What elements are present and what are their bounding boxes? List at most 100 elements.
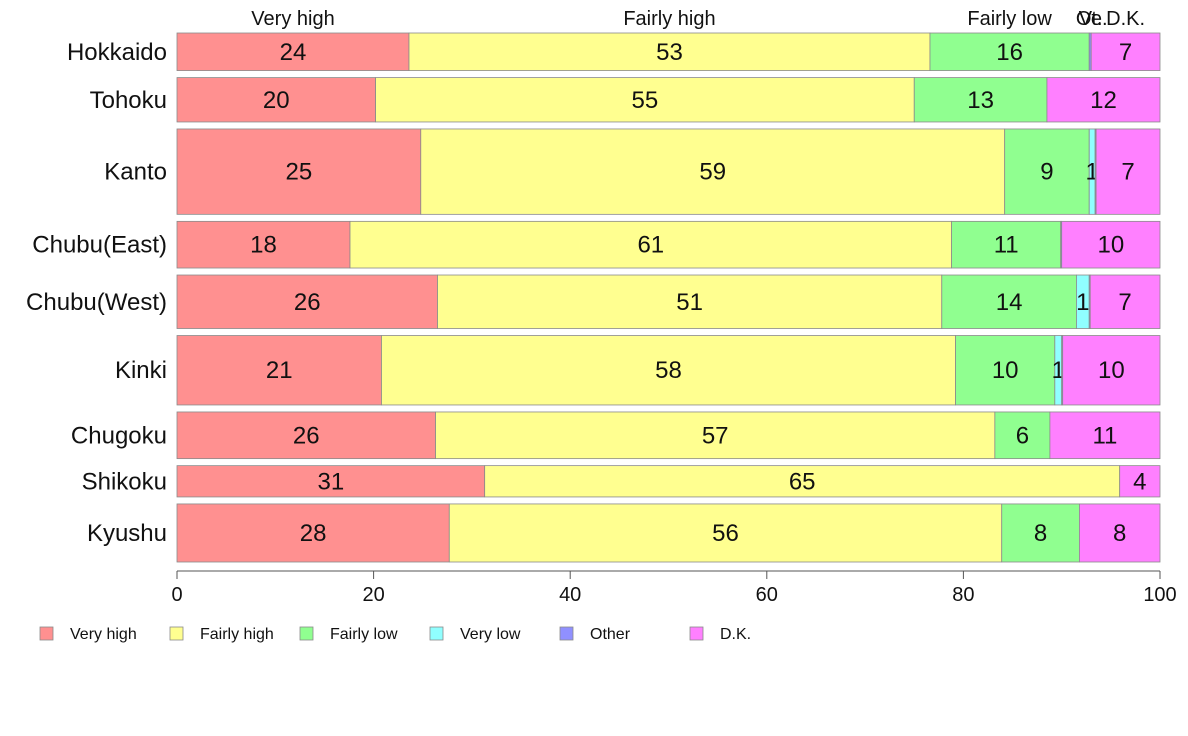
x-tick-label: 40 (559, 584, 581, 606)
data-label: 10 (1097, 232, 1124, 259)
row-label: Chubu(East) (32, 232, 167, 259)
data-label: 28 (300, 520, 327, 547)
data-label: 56 (712, 520, 739, 547)
legend-label: D.K. (720, 626, 751, 643)
data-label: 12 (1090, 87, 1117, 114)
legend-swatch (169, 626, 184, 641)
data-label: 13 (967, 87, 994, 114)
legend-swatch (429, 626, 444, 641)
x-tick-label: 80 (952, 584, 974, 606)
bar-segment-kyushu-0 (176, 503, 450, 563)
data-label: 1 (1076, 289, 1089, 316)
row-label: Hokkaido (67, 39, 167, 66)
data-label: 6 (1016, 422, 1029, 449)
top-category-label: Very high (251, 8, 334, 30)
row-label: Shikoku (82, 468, 167, 495)
top-category-label: D.K. (1106, 8, 1145, 30)
legend-label: Very high (70, 626, 137, 643)
data-label: 31 (317, 468, 344, 495)
x-tick-label: 60 (756, 584, 778, 606)
legend-swatch (39, 626, 54, 641)
bar-segment-tohoku-5 (1046, 77, 1161, 123)
data-label: 55 (632, 87, 659, 114)
data-label: 18 (250, 232, 277, 259)
top-category-label: Ve. (1079, 8, 1108, 30)
bar-segment-hokkaido-1 (408, 32, 931, 71)
bar-segment-chugoku-0 (176, 411, 436, 460)
data-label: 8 (1034, 520, 1047, 547)
row-label: Chugoku (71, 422, 167, 449)
legend-label: Fairly low (330, 626, 398, 643)
x-axis: 0 20 40 60 80 100 (171, 570, 1177, 606)
bar-segment-chubu-east--0 (176, 220, 351, 269)
data-label: 7 (1119, 39, 1132, 66)
bar-segment-kyushu-1 (448, 503, 1003, 563)
data-label: 11 (1092, 422, 1117, 449)
data-label: 20 (263, 87, 290, 114)
row-label: Chubu(West) (26, 289, 167, 316)
legend-label: Other (590, 626, 631, 643)
bar-segment-chubu-west--0 (176, 274, 438, 329)
data-label: 61 (637, 232, 664, 259)
data-label: 58 (655, 357, 682, 384)
data-label: 26 (294, 289, 321, 316)
row-label: Tohoku (90, 87, 167, 114)
bar-segment-chubu-east--2 (951, 220, 1062, 269)
bar-segment-kyushu-2 (1001, 503, 1080, 563)
data-label: 9 (1040, 159, 1053, 186)
bar-segment-kinki-5 (1062, 335, 1161, 406)
x-tick-label: 20 (362, 584, 384, 606)
data-label: 25 (286, 159, 313, 186)
legend-swatch (689, 626, 704, 641)
data-label: 21 (266, 357, 293, 384)
bar-segment-chubu-west--2 (941, 274, 1077, 329)
row-label: Kinki (115, 357, 167, 384)
data-label: 7 (1121, 159, 1134, 186)
row-label: Kanto (104, 159, 167, 186)
bar-segment-kanto-5 (1095, 128, 1161, 215)
data-label: 16 (996, 39, 1023, 66)
row-labels: Hokkaido Tohoku Kanto Chubu(East) Chubu(West… (26, 39, 167, 547)
bar-segment-kyushu-5 (1078, 503, 1161, 563)
bar-segment-kinki-0 (176, 335, 382, 406)
bar-segment-tohoku-0 (176, 77, 376, 123)
legend-swatch (299, 626, 314, 641)
bar-segment-chubu-west--5 (1089, 274, 1161, 329)
data-label: 8 (1113, 520, 1126, 547)
bar-segment-chubu-east--5 (1061, 220, 1161, 269)
top-category-label: Fairly high (623, 8, 715, 30)
bar-segment-kinki-1 (381, 335, 956, 406)
bar-segment-kanto-2 (1004, 128, 1090, 215)
data-label: 57 (702, 422, 729, 449)
bar-segment-hokkaido-5 (1090, 32, 1161, 71)
bar-segment-tohoku-2 (913, 77, 1048, 123)
bar-segment-kinki-2 (955, 335, 1056, 406)
bar-segment-shikoku-0 (176, 465, 486, 498)
top-category-labels: Very high Fairly high Fairly low Ve.Ot. D.K. (251, 8, 1145, 30)
row-label: Kyushu (87, 520, 167, 547)
bar-segment-tohoku-1 (375, 77, 915, 123)
legend-label: Very low (460, 626, 521, 643)
data-label: 51 (676, 289, 703, 316)
top-category-label: Fairly low (967, 8, 1052, 30)
legend-swatch (559, 626, 574, 641)
data-label: 11 (994, 232, 1019, 259)
data-label: 53 (656, 39, 683, 66)
bar-segment-chubu-west--1 (437, 274, 943, 329)
data-label: 10 (992, 357, 1019, 384)
data-label: 59 (699, 159, 726, 186)
data-label: 4 (1133, 468, 1146, 495)
x-tick-label: 0 (171, 584, 182, 606)
legend-label: Fairly high (200, 626, 274, 643)
x-tick-label: 100 (1143, 584, 1176, 606)
data-label: 65 (789, 468, 816, 495)
bar-segment-chugoku-5 (1049, 411, 1161, 460)
bar-segment-shikoku-5 (1119, 465, 1161, 498)
data-label: 26 (293, 422, 320, 449)
top-category-label: Ot. (1076, 8, 1103, 30)
bar-segment-kanto-0 (176, 128, 422, 215)
bar-segment-shikoku-1 (484, 465, 1121, 498)
data-label: 7 (1118, 289, 1131, 316)
